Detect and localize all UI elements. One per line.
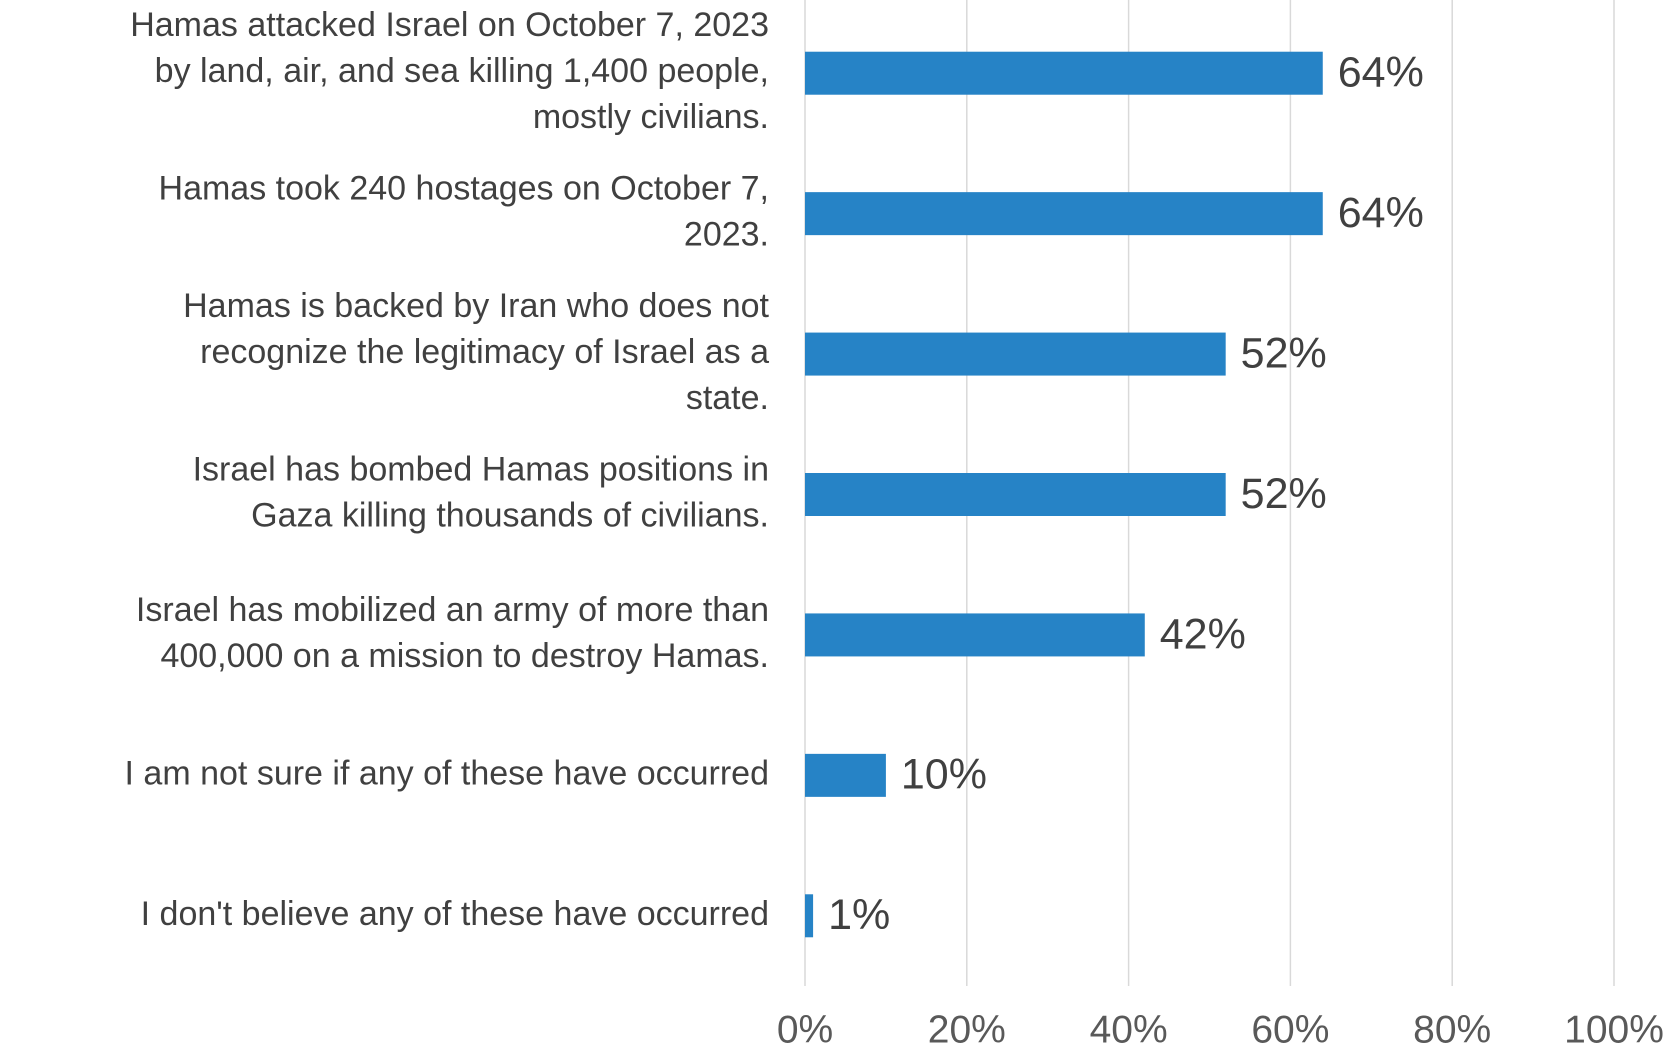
bar bbox=[805, 51, 1323, 95]
x-tick-label: 100% bbox=[1564, 1008, 1664, 1047]
bar bbox=[805, 894, 814, 938]
value-label: 10% bbox=[901, 751, 987, 799]
bar bbox=[805, 192, 1323, 236]
x-tick-label: 0% bbox=[777, 1008, 833, 1047]
x-tick-label: 60% bbox=[1251, 1008, 1329, 1047]
bar bbox=[805, 473, 1226, 516]
category-label: Hamas attacked Israel on October 7, 2023… bbox=[130, 6, 769, 136]
x-tick-label: 40% bbox=[1090, 1008, 1168, 1047]
value-label: 64% bbox=[1338, 189, 1424, 237]
bar bbox=[805, 753, 886, 797]
value-label: 52% bbox=[1241, 329, 1327, 377]
bar bbox=[805, 613, 1145, 657]
value-label: 52% bbox=[1241, 470, 1327, 518]
category-label: I don't believe any of these have occurr… bbox=[141, 895, 769, 933]
category-label: Israel has mobilized an army of more tha… bbox=[136, 591, 769, 675]
value-label: 42% bbox=[1160, 610, 1246, 658]
category-label: Hamas took 240 hostages on October 7, 202… bbox=[159, 170, 769, 254]
category-label: Israel has bombed Hamas positions in Gaza… bbox=[193, 450, 769, 534]
bar bbox=[805, 332, 1226, 376]
category-label: I am not sure if any of these have occur… bbox=[125, 754, 769, 792]
value-label: 64% bbox=[1338, 49, 1424, 97]
category-label: Hamas is backed by Iran who does not reco… bbox=[183, 287, 769, 417]
value-label: 1% bbox=[828, 891, 890, 939]
x-tick-label: 20% bbox=[928, 1008, 1006, 1047]
x-tick-label: 80% bbox=[1413, 1008, 1491, 1047]
